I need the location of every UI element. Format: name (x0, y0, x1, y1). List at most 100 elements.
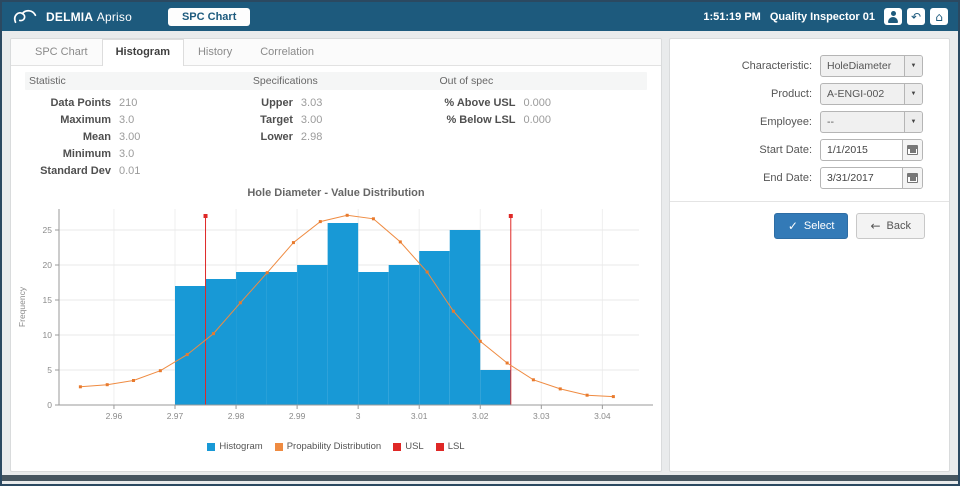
stat-label: % Below LSL (446, 113, 516, 126)
app-header: DELMIA Apriso SPC Chart 1:51:19 PM Quali… (2, 2, 958, 31)
back-button-label: Back (886, 220, 911, 232)
form-row-characteristic: Characteristic: HoleDiameter ▼ (670, 55, 923, 77)
legend-swatch (274, 442, 283, 451)
end-date-input[interactable]: 3/31/2017 (820, 167, 923, 189)
legend-item-usl: USL (393, 441, 424, 452)
stat-row: Target 3.00 (249, 111, 436, 128)
calendar-icon (907, 145, 918, 155)
stats-column: Data Points 210 Maximum 3.0 Mean 3.00 Minimum 3… (25, 94, 249, 179)
stat-label: Lower (260, 130, 293, 143)
employee-value: -- (827, 116, 834, 128)
stat-label: Target (260, 113, 293, 126)
stat-row: Upper 3.03 (249, 94, 436, 111)
svg-text:2.97: 2.97 (167, 411, 184, 421)
select-button[interactable]: ✓ Select (773, 213, 849, 239)
filter-form: Characteristic: HoleDiameter ▼ Product: A-EN… (670, 39, 949, 189)
svg-text:3: 3 (356, 411, 361, 421)
y-axis-label: Frequency (17, 286, 27, 327)
content-area: SPC Chart Histogram History Correlation Sta… (2, 31, 958, 472)
stat-value: 0.01 (119, 164, 141, 177)
check-icon: ✓ (787, 219, 798, 233)
svg-text:25: 25 (43, 225, 53, 235)
calendar-icon (907, 173, 918, 183)
start-date-label: Start Date: (759, 144, 812, 156)
stat-value: 0.000 (523, 96, 552, 109)
legend-item-histogram: Histogram (207, 441, 263, 452)
product-label: Product: (771, 88, 812, 100)
legend-label: USL (405, 441, 424, 452)
tab-history[interactable]: History (197, 46, 233, 58)
brand: DELMIA Apriso (12, 8, 132, 26)
stat-value: 3.0 (119, 113, 135, 126)
chart-title: Hole Diameter - Value Distribution (247, 187, 425, 199)
stat-row: % Above USL 0.000 (436, 94, 647, 111)
stat-value: 0.000 (523, 113, 552, 126)
stat-value: 210 (119, 96, 138, 109)
legend-label: Propability Distribution (286, 441, 382, 452)
svg-text:2.98: 2.98 (228, 411, 245, 421)
form-row-end-date: End Date: 3/31/2017 (670, 167, 923, 189)
svg-text:15: 15 (43, 295, 53, 305)
tab-spc-chart[interactable]: SPC Chart (35, 46, 88, 58)
stats-column: Upper 3.03 Target 3.00 Lower 2.98 (249, 94, 436, 179)
tab-correlation[interactable]: Correlation (260, 46, 315, 58)
start-date-calendar-button[interactable] (902, 140, 922, 160)
stat-row: Maximum 3.0 (25, 111, 249, 128)
svg-text:2.96: 2.96 (106, 411, 123, 421)
stat-row: Data Points 210 (25, 94, 249, 111)
employee-label: Employee: (760, 116, 812, 128)
undo-icon[interactable]: ↶ (907, 8, 925, 25)
svg-text:3.02: 3.02 (472, 411, 489, 421)
svg-text:5: 5 (47, 365, 52, 375)
user-icon[interactable] (884, 8, 902, 25)
stat-label: Data Points (50, 96, 111, 109)
stat-value: 3.00 (119, 130, 141, 143)
stat-label: Minimum (62, 147, 111, 160)
legend-item-lsl: LSL (435, 441, 465, 452)
product-select[interactable]: A-ENGI-002 ▼ (820, 83, 923, 105)
home-icon[interactable]: ⌂ (930, 8, 948, 25)
svg-text:20: 20 (43, 260, 53, 270)
legend-swatch (435, 442, 444, 451)
chevron-down-icon[interactable]: ▼ (904, 84, 922, 104)
stats-column: % Above USL 0.000 % Below LSL 0.000 (436, 94, 647, 179)
stat-label: Standard Dev (40, 164, 111, 177)
main-panel: SPC Chart Histogram History Correlation Sta… (10, 38, 662, 472)
start-date-input[interactable]: 1/1/2015 (820, 139, 923, 161)
form-row-start-date: Start Date: 1/1/2015 (670, 139, 923, 161)
employee-select[interactable]: -- ▼ (820, 111, 923, 133)
stats-header-3: Out of spec (439, 75, 494, 87)
stat-value: 3.0 (119, 147, 135, 160)
brand-apriso: Apriso (96, 9, 132, 24)
svg-text:2.99: 2.99 (289, 411, 306, 421)
form-row-employee: Employee: -- ▼ (670, 111, 923, 133)
chevron-down-icon[interactable]: ▼ (904, 56, 922, 76)
window-footer-bar (2, 475, 958, 481)
characteristic-select[interactable]: HoleDiameter ▼ (820, 55, 923, 77)
chevron-down-icon[interactable]: ▼ (904, 112, 922, 132)
stats-header-1: Statistic (29, 75, 66, 87)
brand-text: DELMIA Apriso (46, 10, 132, 24)
stat-label: Mean (82, 130, 111, 143)
3ds-logo-icon (13, 9, 37, 23)
legend-label: LSL (447, 441, 465, 452)
brand-delmia: DELMIA (46, 9, 94, 24)
stats-columns: Data Points 210 Maximum 3.0 Mean 3.00 Minimum 3… (25, 94, 647, 179)
stat-row: Mean 3.00 (25, 128, 249, 145)
characteristic-label: Characteristic: (741, 60, 812, 72)
end-date-label: End Date: (763, 172, 812, 184)
button-row: ✓ Select ← Back (670, 202, 949, 239)
filter-panel: Characteristic: HoleDiameter ▼ Product: A-EN… (669, 38, 950, 472)
tab-histogram[interactable]: Histogram (101, 39, 184, 66)
end-date-calendar-button[interactable] (902, 168, 922, 188)
legend-item-propability-distribution: Propability Distribution (274, 441, 382, 452)
legend-swatch (207, 442, 216, 451)
product-value: A-ENGI-002 (827, 88, 885, 100)
stat-label: Maximum (60, 113, 111, 126)
nav-spc-chart[interactable]: SPC Chart (167, 7, 251, 26)
back-button[interactable]: ← Back (856, 213, 925, 239)
stat-value: 3.00 (300, 113, 323, 126)
back-arrow-icon: ← (870, 219, 881, 233)
stats-section: Statistic Specifications Out of spec Data … (11, 66, 661, 179)
